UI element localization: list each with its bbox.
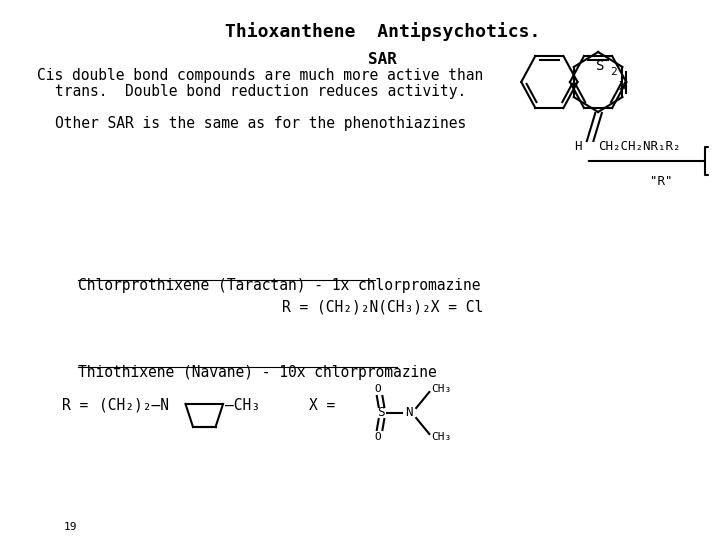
Text: Cis double bond compounds are much more active than: Cis double bond compounds are much more … [37, 68, 484, 83]
Text: H: H [574, 140, 581, 153]
Text: X =: X = [310, 398, 336, 413]
Text: 19: 19 [63, 522, 77, 532]
Text: Thioxanthene  Antipsychotics.: Thioxanthene Antipsychotics. [225, 22, 540, 41]
Text: (CH₂)₂–N: (CH₂)₂–N [99, 398, 169, 413]
Text: SAR: SAR [368, 52, 397, 67]
Text: X: X [618, 79, 626, 92]
Text: 2: 2 [610, 67, 616, 77]
Text: CH₂CH₂NR₁R₂: CH₂CH₂NR₁R₂ [598, 140, 680, 153]
Text: S: S [595, 59, 604, 73]
Text: N: N [405, 407, 413, 420]
Text: Other SAR is the same as for the phenothiazines: Other SAR is the same as for the phenoth… [55, 116, 466, 131]
Text: "R": "R" [649, 175, 672, 188]
Text: CH₃: CH₃ [431, 432, 451, 442]
Text: –CH₃: –CH₃ [225, 398, 260, 413]
Text: O: O [374, 432, 381, 442]
Text: Chlorprothixene (Taractan) - 1x chlorpromazine: Chlorprothixene (Taractan) - 1x chlorpro… [78, 278, 480, 293]
Text: O: O [374, 384, 381, 394]
Text: Thiothixene (Navane) - 10x chlorpromazine: Thiothixene (Navane) - 10x chlorpromazin… [78, 365, 436, 380]
Text: CH₃: CH₃ [431, 384, 451, 394]
Text: R =: R = [62, 398, 88, 413]
Text: trans.  Double bond reduction reduces activity.: trans. Double bond reduction reduces act… [55, 84, 466, 99]
Text: R = (CH₂)₂N(CH₃)₂X = Cl: R = (CH₂)₂N(CH₃)₂X = Cl [282, 300, 483, 315]
Text: S: S [377, 407, 384, 420]
